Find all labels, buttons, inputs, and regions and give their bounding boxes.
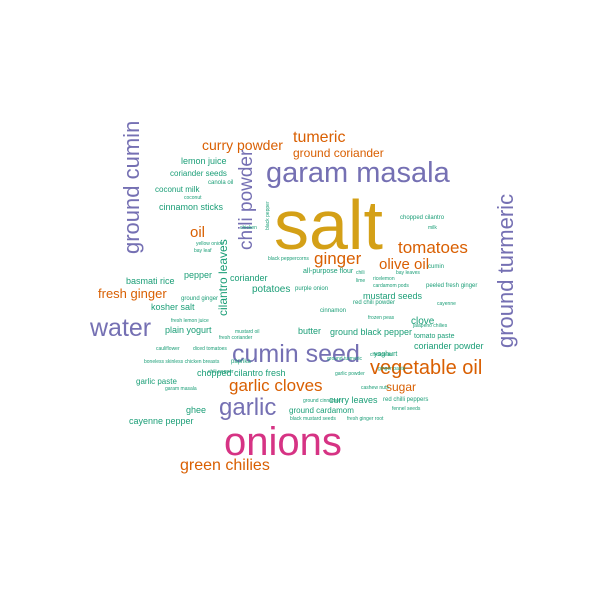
word-garlic-powder: garlic powder — [335, 371, 365, 377]
word-bay-leaf: bay leaf — [194, 248, 212, 254]
word-peeled-fresh-ginger: peeled fresh ginger — [426, 283, 478, 289]
word-chopped-cilantro-fresh: chopped cilantro fresh — [197, 368, 286, 378]
word-all-purpose-flour: all-purpose flour — [303, 268, 354, 275]
word-fresh-lemon-juice: fresh lemon juice — [171, 318, 209, 324]
word-milk: milk — [428, 225, 437, 231]
word-paprika: paprika — [231, 359, 251, 365]
word-curry-powder: curry powder — [202, 137, 283, 153]
word-ground-cinnamon: ground cinnamon — [303, 398, 342, 404]
word-chicken: chicken — [240, 225, 257, 231]
word-cayenne-pepper: cayenne pepper — [129, 416, 194, 426]
word-boneless-skinless-chicken-breasts: boneless skinless chicken breasts — [144, 359, 220, 365]
word-cilantro-leaves: cilantro leaves — [216, 239, 230, 316]
word-frozen-peas: frozen peas — [368, 315, 395, 321]
word-ground-ginger: ground ginger — [181, 296, 219, 302]
word-butter: butter — [298, 326, 322, 336]
word-diced-tomatoes: diced tomatoes — [193, 346, 227, 352]
word-bay-leaves: bay leaves — [396, 270, 420, 276]
word-tomatoes: tomatoes — [398, 238, 468, 257]
word-ground-black-pepper: ground black pepper — [330, 327, 413, 337]
word-onions: onions — [224, 420, 342, 464]
word-cayenne: cayenne — [437, 301, 456, 307]
word-cinnamon: cinnamon — [320, 308, 347, 314]
word-garam-masala: garam masala — [266, 157, 450, 189]
word-garam-masala-small: garam masala — [165, 386, 197, 392]
word-lemon: lemon — [381, 276, 395, 282]
word-kosher-salt: kosher salt — [151, 302, 195, 312]
word-ginger: ginger — [314, 249, 362, 268]
word-water: water — [90, 314, 152, 342]
word-ground-cumin: ground cumin — [119, 120, 144, 254]
word-ground-turmeric: ground turmeric — [493, 193, 518, 348]
word-ground-coriander: ground coriander — [293, 146, 384, 160]
word-green-chilies: green chilies — [180, 457, 270, 474]
word-sugar: sugar — [386, 380, 417, 394]
word-chopped-cilantro: chopped cilantro — [400, 215, 445, 221]
word-garlic-cloves: garlic cloves — [229, 376, 323, 395]
word-ground-cardamom: ground cardamom — [289, 406, 354, 415]
word-cinnamon-sticks: cinnamon sticks — [159, 202, 224, 212]
word-salt: salt — [274, 186, 383, 264]
word-chili-pepper: chili pepper — [208, 369, 234, 375]
word-tumeric: tumeric — [293, 129, 346, 146]
word-olive-oil: olive oil — [379, 256, 430, 273]
word-canola-oil: canola oil — [208, 180, 234, 186]
word-fresh-ginger-root: fresh ginger root — [347, 416, 384, 422]
word-coconut-milk: coconut milk — [155, 185, 200, 194]
word-jalapeno-chilies: jalapeno chilies — [413, 323, 448, 329]
word-curry-leaves: curry leaves — [329, 395, 378, 405]
word-mustard-seeds: mustard seeds — [363, 291, 423, 301]
word-garlic-paste: garlic paste — [136, 377, 177, 386]
word-red-chili-powder: red chili powder — [353, 300, 396, 306]
word-plain-yogurt: plain yogurt — [165, 325, 212, 335]
word-basmati-rice: basmati rice — [126, 276, 175, 286]
word-clove: clove — [411, 316, 435, 327]
word-chili-powder: chili powder — [236, 149, 257, 250]
word-ground-turmeric-small: ground turmeric — [327, 356, 363, 362]
word-tomato-paste: tomato paste — [414, 333, 455, 340]
word-garlic: garlic — [219, 394, 277, 421]
word-mustard-oil: mustard oil — [235, 329, 260, 335]
word-purple-onion: purple onion — [295, 286, 329, 292]
word-fresh-coriander: fresh coriander — [219, 335, 253, 341]
word-fresh-ginger: fresh ginger — [98, 286, 167, 301]
word-yellow-onion: yellow onion — [196, 241, 224, 247]
word-coriander: coriander — [230, 273, 268, 283]
word-cashew-nuts: cashew nuts — [361, 385, 389, 391]
word-black-pepper: black pepper — [265, 201, 271, 230]
word-rice: rice — [373, 276, 382, 282]
word-cauliflower: cauliflower — [156, 346, 180, 352]
word-lemon-juice: lemon juice — [181, 156, 227, 166]
word-cumin: cumin — [428, 264, 445, 270]
word-coriander-seeds: coriander seeds — [170, 169, 227, 178]
word-lime: lime — [356, 278, 366, 284]
word-ginger-paste: ginger paste — [378, 366, 406, 372]
word-red-chilli-peppers: red chilli peppers — [383, 397, 429, 403]
word-yoghurt: yoghurt — [374, 351, 398, 358]
word-cumin-seed: cumin seed — [232, 340, 360, 368]
word-black-peppercorns: black peppercorns — [268, 256, 309, 262]
word-coconut: coconut — [184, 195, 202, 201]
word-oil: oil — [190, 224, 206, 241]
word-cardamom-pods: cardamom pods — [373, 283, 409, 289]
word-potatoes: potatoes — [252, 284, 291, 295]
word-coriander-powder: coriander powder — [414, 341, 484, 351]
word-ghee: ghee — [186, 405, 207, 415]
word-fennel-seeds: fennel seeds — [392, 406, 421, 412]
word-chickpeas: chickpeas — [370, 352, 393, 358]
word-black-mustard-seeds: black mustard seeds — [290, 416, 336, 422]
word-chili: chili — [356, 270, 365, 276]
word-vegetable-oil: vegetable oil — [370, 357, 483, 379]
word-pepper: pepper — [184, 270, 213, 280]
